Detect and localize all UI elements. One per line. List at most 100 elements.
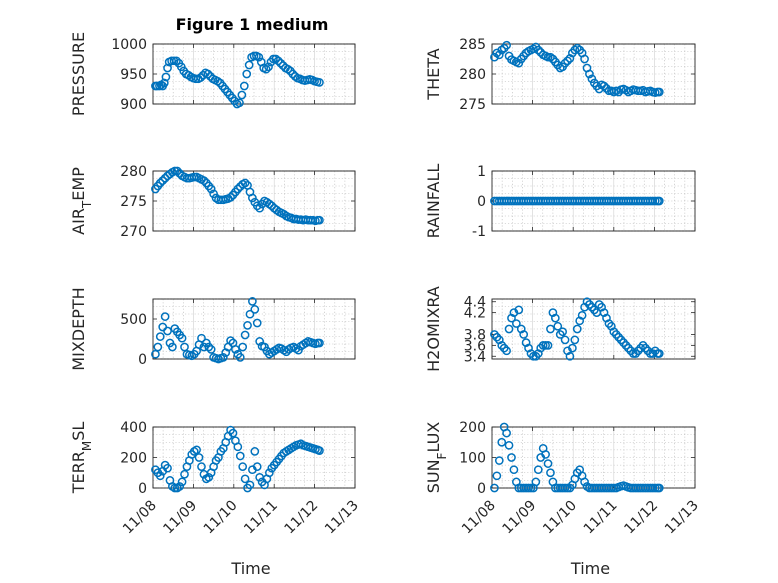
x-axis-label: Time xyxy=(230,559,270,578)
data-point xyxy=(237,90,247,100)
data-point xyxy=(239,81,249,91)
data-point xyxy=(218,353,228,362)
data-point xyxy=(580,54,589,64)
axes-frame xyxy=(152,298,356,360)
subplot-4: -1 0 1 RAINFALL xyxy=(424,164,696,240)
y-axis-label: MIXDEPTH xyxy=(69,287,88,370)
y-tick-label: 3.8 xyxy=(464,327,486,343)
data-point xyxy=(197,333,206,343)
data-point xyxy=(570,335,580,345)
data-point xyxy=(546,468,555,478)
data-point xyxy=(490,52,499,62)
data-point xyxy=(531,477,541,487)
series-markers xyxy=(490,422,664,493)
data-point xyxy=(209,189,218,199)
series-markers xyxy=(151,51,324,109)
subplot-8: 0 100 200 SUNFLUX 11/08 11/09 11/10 11/11 11/12 1… xyxy=(424,420,702,578)
x-tick-label: 11/09 xyxy=(500,498,540,538)
data-point xyxy=(194,453,204,462)
data-point xyxy=(248,297,257,306)
data-point xyxy=(199,176,209,185)
data-point xyxy=(180,469,189,479)
y-tick-label: 1 xyxy=(477,164,486,180)
x-tick-label: 11/13 xyxy=(662,498,702,538)
data-point xyxy=(177,333,187,343)
data-point xyxy=(160,173,170,183)
data-point xyxy=(264,62,273,72)
data-point xyxy=(155,332,165,341)
data-point xyxy=(235,451,245,461)
data-point xyxy=(541,450,550,459)
data-point xyxy=(512,319,521,328)
subplot-2: 275 280 285 THETA xyxy=(424,37,696,113)
data-point xyxy=(254,52,264,62)
series-markers xyxy=(490,297,664,361)
data-point xyxy=(502,428,511,438)
data-point xyxy=(238,462,248,471)
y-tick-label: 1000 xyxy=(111,37,147,53)
x-tick-label: 11/08 xyxy=(459,498,499,538)
subplot-1: 900 950 1000 PRESSURE xyxy=(69,32,356,116)
data-point xyxy=(494,456,504,465)
data-point xyxy=(172,56,181,66)
series-markers xyxy=(490,196,664,206)
data-point xyxy=(175,482,185,491)
data-point xyxy=(587,74,597,84)
data-point xyxy=(514,58,524,68)
x-tick-label: 11/12 xyxy=(621,498,661,538)
data-point xyxy=(577,311,587,320)
data-point xyxy=(265,468,274,478)
data-point xyxy=(315,78,324,87)
series-markers xyxy=(490,40,664,97)
axes-frame xyxy=(491,298,696,360)
data-point xyxy=(244,60,254,70)
data-point xyxy=(558,327,567,337)
data-point xyxy=(273,56,283,66)
data-point xyxy=(315,446,324,455)
data-point xyxy=(172,166,182,176)
data-point xyxy=(654,349,664,358)
data-point xyxy=(206,345,216,354)
y-tick-label: 100 xyxy=(459,451,486,467)
y-tick-label: 4.4 xyxy=(464,295,486,311)
y-tick-label: 285 xyxy=(459,37,486,53)
y-tick-label: 270 xyxy=(120,224,147,240)
data-point xyxy=(654,483,664,493)
data-point xyxy=(533,45,543,55)
data-point xyxy=(163,326,172,336)
y-tick-label: 400 xyxy=(120,420,147,436)
data-point xyxy=(204,342,214,352)
data-point xyxy=(252,201,262,211)
data-point xyxy=(196,73,206,82)
series-markers xyxy=(151,166,324,226)
data-point xyxy=(504,440,514,450)
y-axis-label: TERRMSL xyxy=(69,422,94,495)
x-tick-label: 11/10 xyxy=(540,498,580,538)
data-point xyxy=(235,98,244,108)
y-tick-label: 0 xyxy=(138,352,147,368)
data-point xyxy=(226,193,235,202)
y-tick-label: 900 xyxy=(120,97,147,113)
data-point xyxy=(490,483,499,493)
data-point xyxy=(563,56,572,66)
data-point xyxy=(163,63,172,73)
data-point xyxy=(160,312,170,321)
y-tick-label: 0 xyxy=(477,481,486,497)
data-point xyxy=(546,324,555,334)
data-point xyxy=(494,50,504,60)
data-point xyxy=(204,472,214,482)
data-point xyxy=(240,330,250,340)
data-point xyxy=(161,72,171,82)
data-point xyxy=(509,465,519,475)
y-axis-label: THETA xyxy=(424,48,443,100)
data-point xyxy=(602,84,611,93)
data-point xyxy=(240,178,250,188)
data-point xyxy=(504,324,514,334)
data-point xyxy=(502,346,511,356)
y-tick-label: 0 xyxy=(138,481,147,497)
data-point xyxy=(550,313,560,323)
data-point xyxy=(654,87,664,97)
data-point xyxy=(228,428,238,438)
y-tick-label: 280 xyxy=(459,67,486,83)
data-point xyxy=(572,324,582,334)
